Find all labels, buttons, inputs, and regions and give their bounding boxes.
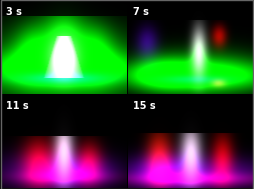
Text: 3 s: 3 s — [6, 7, 22, 17]
Text: 15 s: 15 s — [133, 101, 155, 112]
Text: 7 s: 7 s — [133, 7, 149, 17]
Text: 11 s: 11 s — [6, 101, 29, 112]
